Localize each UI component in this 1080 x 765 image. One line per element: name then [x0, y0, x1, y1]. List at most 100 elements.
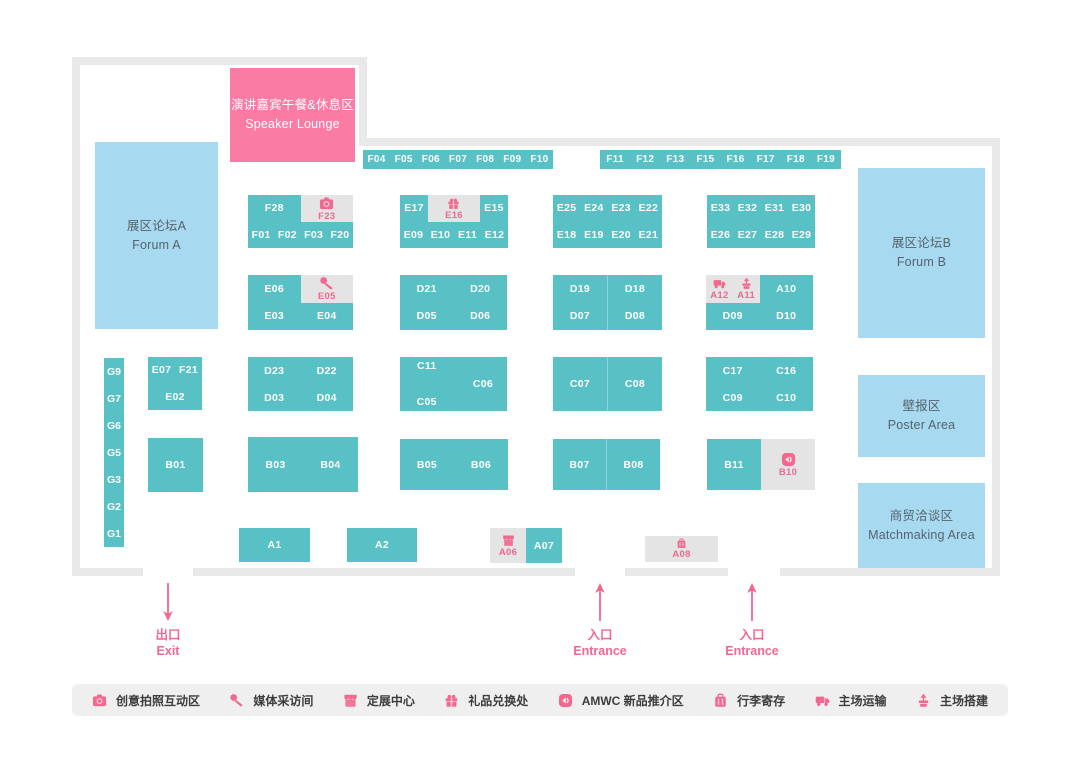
facility-label: B10	[778, 466, 798, 478]
legend-bar: 创意拍照互动区 媒体采访间 定展中心 礼品兑换处 AMWC 新品推介区 行李寄存 主场运输 主…	[72, 684, 1008, 716]
shop-icon	[343, 693, 358, 708]
booth-d07: D07	[553, 302, 607, 330]
facility-a08: A08	[645, 536, 718, 562]
area-label-en: Forum A	[132, 237, 181, 252]
booth-e31: E31	[761, 195, 788, 222]
booth-b07: B07	[553, 439, 606, 490]
booth-g7: G7	[106, 392, 121, 405]
block-b05: B05 B06	[400, 439, 508, 490]
facility-b10: B10	[761, 439, 815, 490]
truck-icon	[815, 693, 830, 708]
booth-e25: E25	[553, 195, 581, 222]
gate-label-en: Entrance	[573, 644, 627, 659]
block-d23: D23 D22 D03 D04	[248, 357, 353, 411]
booth-e09: E09	[400, 221, 427, 248]
booth-d19: D19	[553, 275, 607, 303]
facility-label: E16	[445, 209, 463, 221]
area-label-en: Speaker Lounge	[245, 117, 340, 131]
strip-f04-f10: F04 F05 F06 F07 F08 F09 F10	[363, 150, 553, 169]
booth-e22: E22	[634, 195, 662, 222]
truck-icon	[713, 277, 726, 290]
block-b07: B07 B08	[553, 439, 660, 490]
block-e17: E17 E16 E15 E09 E10 E11 E12	[400, 195, 508, 248]
facility-label: A11	[737, 290, 756, 301]
booth-e30: E30	[788, 195, 815, 222]
booth-d05: D05	[400, 302, 454, 330]
booth-d06: D06	[453, 302, 507, 330]
legend-label: 媒体采访间	[253, 693, 314, 708]
legend-item-amwc: AMWC 新品推介区	[558, 692, 684, 709]
area-label-cn: 商贸洽谈区	[889, 508, 954, 523]
block-d21: D21 D20 D05 D06	[400, 275, 507, 330]
block-b11: B11 B10	[707, 439, 815, 490]
camera-icon	[92, 693, 107, 708]
block-a1: A1	[239, 528, 310, 562]
legend-label: 定展中心	[366, 693, 415, 708]
booth-d10: D10	[759, 302, 813, 330]
booth-d18: D18	[607, 275, 662, 303]
legend-label: 创意拍照互动区	[116, 693, 201, 708]
block-e06: E06 E05 E03 E04	[248, 275, 353, 330]
strip-f11-f19: F11 F12 F13 F15 F16 F17 F18 F19	[600, 150, 841, 169]
booth-c07: C07	[553, 357, 607, 411]
amwc-icon	[781, 452, 796, 467]
area-label-cn: 演讲嘉宾午餐&休息区	[231, 98, 354, 113]
booth-d21: D21	[400, 275, 454, 303]
booth-e04: E04	[300, 302, 353, 330]
facility-label: F23	[318, 210, 336, 222]
booth-e18: E18	[553, 221, 581, 248]
booth-e07: E07	[148, 357, 175, 384]
booth-c05: C05	[400, 393, 454, 411]
booth-e03: E03	[248, 302, 301, 330]
luggage-icon	[713, 693, 728, 708]
booth-e21: E21	[634, 221, 662, 248]
booth-d22: D22	[300, 357, 353, 384]
gift-icon	[444, 693, 459, 708]
booth-e11: E11	[454, 221, 481, 248]
booth-g3: G3	[106, 473, 121, 486]
area-speaker-lounge: 演讲嘉宾午餐&休息区 Speaker Lounge	[230, 68, 355, 162]
booth-d09: D09	[706, 302, 760, 330]
area-label-cn: 展区论坛B	[891, 236, 952, 251]
block-a12: A12 A11 A10 D09 D10	[706, 275, 813, 330]
booth-c11: C11	[400, 357, 454, 375]
booth-f04: F04	[363, 150, 391, 169]
block-b03: B03 B04	[248, 437, 358, 492]
gate-label-en: Entrance	[725, 644, 779, 659]
arrow-up-icon	[746, 583, 758, 621]
booth-a10: A10	[759, 275, 813, 303]
block-b01: B01	[148, 438, 203, 492]
facility-f23: F23	[300, 195, 353, 222]
area-label-cn: 展区论坛A	[126, 218, 187, 233]
booth-space	[453, 357, 507, 375]
luggage-icon	[676, 538, 687, 549]
booth-e33: E33	[707, 195, 734, 222]
booth-d23: D23	[248, 357, 301, 384]
booth-e12: E12	[481, 221, 508, 248]
legend-label: 主场运输	[838, 693, 887, 708]
booth-e26: E26	[707, 221, 734, 248]
booth-b06: B06	[454, 439, 508, 490]
booth-f09: F09	[498, 150, 526, 169]
area-label-en: Forum B	[896, 255, 947, 269]
booth-f06: F06	[417, 150, 445, 169]
block-c17: C17 C16 C09 C10	[706, 357, 813, 411]
booth-d03: D03	[248, 384, 301, 411]
booth-e32: E32	[734, 195, 761, 222]
booth-e02: E02	[148, 383, 202, 410]
booth-g6: G6	[106, 419, 121, 432]
facility-e05: E05	[300, 275, 353, 303]
wall-bottom-2	[193, 568, 575, 576]
booth-f11: F11	[600, 150, 631, 169]
crane-icon	[740, 277, 753, 290]
booth-space	[400, 375, 459, 393]
facility-label: E05	[317, 291, 336, 302]
booth-e19: E19	[580, 221, 608, 248]
facility-label: A08	[672, 549, 691, 561]
booth-b05: B05	[400, 439, 454, 490]
booth-c17: C17	[706, 357, 760, 384]
arrow-down-icon	[162, 583, 174, 621]
booth-f19: F19	[810, 150, 841, 169]
booth-f02: F02	[274, 221, 301, 248]
facility-e16: E16	[428, 195, 480, 222]
